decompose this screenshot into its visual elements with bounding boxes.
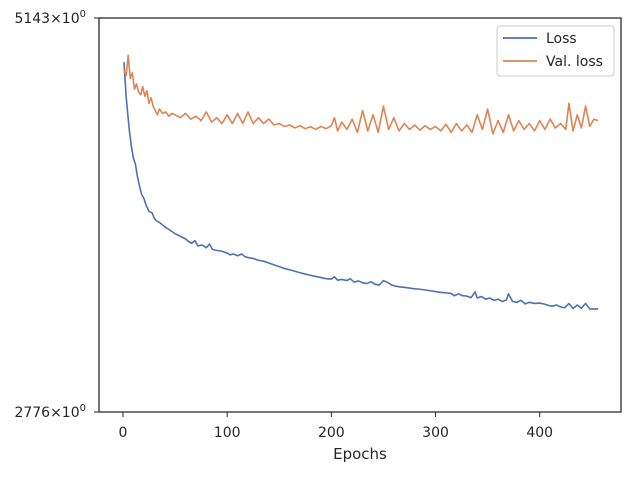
x-tick-label: 0: [119, 425, 128, 441]
series-line-loss: [123, 62, 599, 310]
y-tick-label: 2776×100: [14, 403, 86, 421]
axes-frame: [98, 17, 622, 413]
x-tick-label: 100: [214, 425, 241, 441]
plot-area: [123, 54, 599, 310]
series-line-val-loss: [123, 54, 599, 135]
legend-label-loss: Loss: [546, 31, 577, 47]
x-axis: 0 100 200 300 400: [119, 412, 553, 441]
legend-label-val-loss: Val. loss: [546, 54, 603, 70]
x-axis-label: Epochs: [333, 445, 387, 463]
x-tick-label: 300: [422, 425, 449, 441]
y-tick-label: 5143×100: [14, 9, 86, 27]
y-axis: 5143×100 2776×100: [14, 9, 99, 421]
legend: Loss Val. loss: [496, 25, 615, 77]
x-tick-label: 200: [318, 425, 345, 441]
x-tick-label: 400: [526, 425, 553, 441]
